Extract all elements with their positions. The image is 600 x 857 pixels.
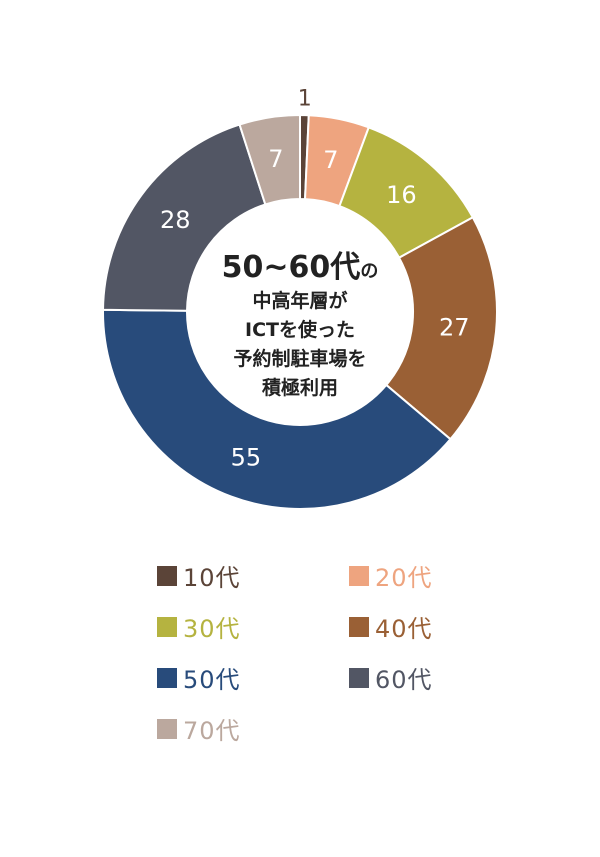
legend-swatch xyxy=(349,565,369,586)
legend-label: 20代 xyxy=(375,564,433,592)
center-line-4: 積極利用 xyxy=(262,376,338,399)
legend-swatch xyxy=(157,565,177,586)
slice-value-70代: 7 xyxy=(268,145,283,173)
legend-swatch xyxy=(157,667,177,688)
center-annotation: 50~60代の 中高年層が ICTを使った 予約制駐車場を 積極利用 xyxy=(222,250,379,399)
legend-item-70代: 70代 xyxy=(157,711,241,746)
slice-60代 xyxy=(102,123,267,312)
legend-swatch xyxy=(157,718,177,739)
legend-label: 40代 xyxy=(375,615,433,643)
legend-label: 70代 xyxy=(183,717,241,745)
center-headline: 50~60代の xyxy=(222,250,379,285)
slice-50代 xyxy=(102,308,452,510)
donut-slices xyxy=(102,113,498,510)
legend-label: 60代 xyxy=(375,666,433,694)
legend-item-10代: 10代 xyxy=(157,558,241,593)
center-headline-suffix: の xyxy=(360,261,378,282)
legend-label: 50代 xyxy=(183,666,241,694)
slice-value-30代: 16 xyxy=(386,181,417,209)
center-headline-main: 50~60代 xyxy=(222,250,361,285)
center-line-3: 予約制駐車場を xyxy=(233,347,366,370)
legend-item-60代: 60代 xyxy=(349,660,433,695)
legend-item-50代: 50代 xyxy=(157,660,241,695)
slice-value-60代: 28 xyxy=(160,206,191,234)
slice-value-10代: 1 xyxy=(298,87,312,112)
slice-70代 xyxy=(238,113,301,206)
center-line-2: ICTを使った xyxy=(245,319,355,341)
center-line-1: 中高年層が xyxy=(252,289,347,312)
legend-item-40代: 40代 xyxy=(349,609,433,644)
slice-40代 xyxy=(384,215,498,441)
legend-label: 10代 xyxy=(183,564,241,592)
legend-swatch xyxy=(349,667,369,688)
slice-value-40代: 27 xyxy=(439,314,470,342)
legend-swatch xyxy=(157,616,177,637)
legend-swatch xyxy=(349,616,369,637)
legend-item-30代: 30代 xyxy=(157,609,241,644)
slice-value-labels: 1 7 16 27 55 28 7 xyxy=(160,87,470,472)
legend-item-20代: 20代 xyxy=(349,558,433,593)
slice-value-50代: 55 xyxy=(231,443,262,471)
legend-label: 30代 xyxy=(183,615,241,643)
slice-value-20代: 7 xyxy=(323,146,338,174)
